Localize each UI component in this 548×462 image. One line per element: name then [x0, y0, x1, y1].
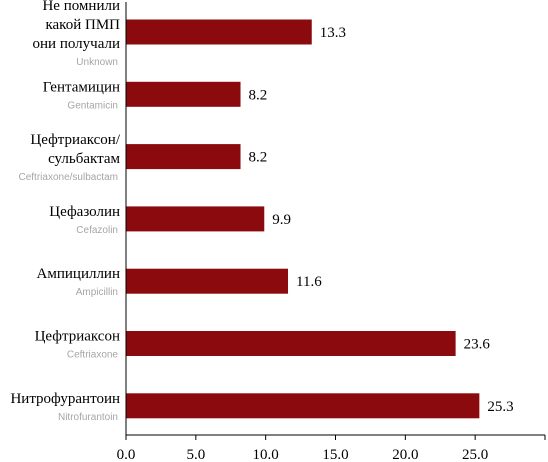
category-label: Цефтриаксон — [35, 329, 120, 345]
category-sublabel: Unknown — [76, 57, 118, 68]
category-sublabel: Gentamicin — [67, 100, 118, 111]
category-label: они получали — [33, 36, 120, 52]
x-tick-label: 15.0 — [322, 447, 348, 462]
bar — [126, 331, 456, 356]
bar — [126, 393, 480, 419]
value-label: 9.9 — [272, 212, 291, 228]
category-label: сульбактам — [48, 151, 120, 167]
value-label: 8.2 — [249, 150, 268, 166]
category-label: Цефазолин — [49, 204, 120, 220]
x-tick-label: 0.0 — [117, 447, 136, 462]
category-sublabel: Cefazolin — [76, 225, 118, 236]
x-tick-labels: 0.0 5.0 10.0 15.0 20.0 25.0 — [117, 447, 489, 462]
category-sublabel: Ceftriaxone/sulbactam — [19, 172, 119, 183]
x-tick-label: 10.0 — [253, 447, 279, 462]
category-label: Ампициллин — [37, 266, 120, 282]
value-label: 13.3 — [320, 25, 346, 41]
value-label: 25.3 — [487, 399, 513, 415]
category-label: Гентамицин — [43, 79, 120, 95]
category-label: Не помнили — [42, 0, 120, 14]
bar — [126, 144, 241, 170]
x-tick-label: 25.0 — [462, 447, 488, 462]
category-labels: Не помнили какой ПМП они получали Unknown Ге… — [10, 0, 120, 423]
category-label: Нитрофурантоин — [10, 391, 120, 407]
value-label: 8.2 — [249, 87, 268, 103]
x-tick-label: 5.0 — [186, 447, 205, 462]
axes — [125, 2, 546, 440]
category-sublabel: Nitrofurantoin — [58, 412, 118, 423]
category-sublabel: Ceftriaxone — [67, 350, 119, 361]
category-label: Цефтриаксон/ — [30, 132, 120, 148]
value-labels: 13.3 8.2 8.2 9.9 11.6 23.6 25.3 — [249, 25, 514, 415]
bar — [126, 19, 312, 45]
category-label: какой ПМП — [45, 17, 120, 33]
bars — [126, 19, 480, 419]
bar — [126, 81, 241, 107]
category-sublabel: Ampicillin — [76, 287, 118, 298]
bar — [126, 206, 265, 232]
bar — [126, 268, 289, 294]
x-tick-label: 20.0 — [392, 447, 418, 462]
value-label: 11.6 — [296, 274, 322, 290]
value-label: 23.6 — [464, 337, 491, 353]
